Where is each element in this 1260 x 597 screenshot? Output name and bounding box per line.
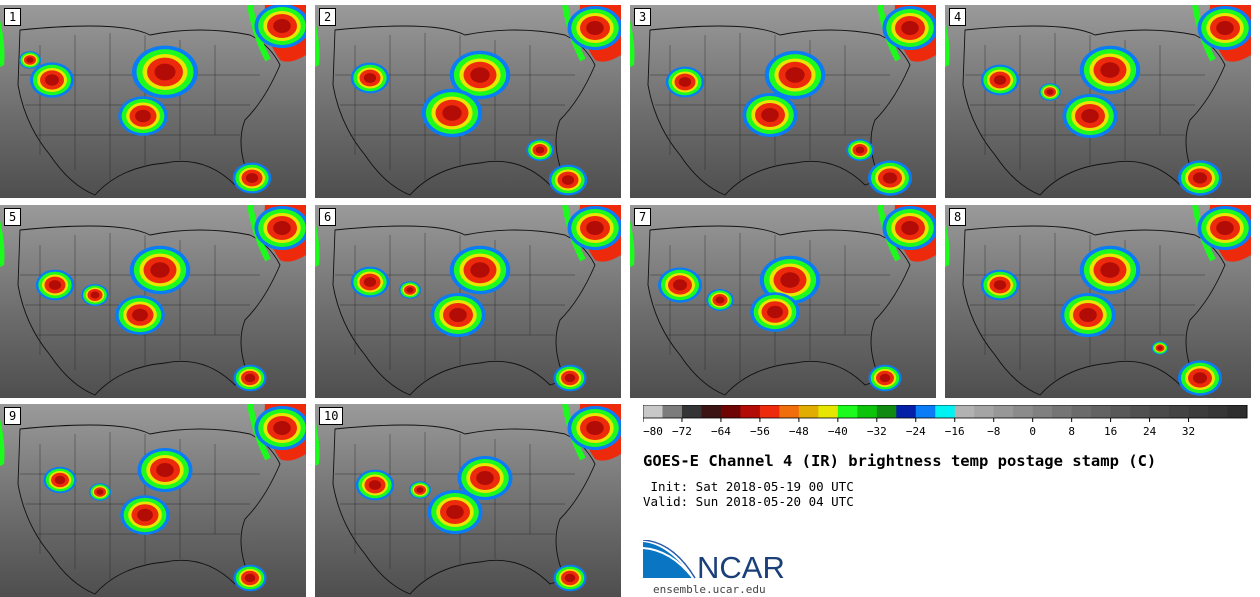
colorbar-swatch (759, 405, 780, 418)
colorbar-swatch (1227, 405, 1248, 418)
ncar-logo: NCAR (643, 540, 785, 584)
colorbar-swatch (779, 405, 800, 418)
panel-label: 1 (4, 8, 22, 26)
colorbar-swatch (954, 405, 975, 418)
map-panel-7: 7 (630, 205, 936, 398)
colorbar-swatch (993, 405, 1014, 418)
panel-label: 3 (634, 8, 652, 26)
colorbar-swatch (896, 405, 917, 418)
convection-storms (350, 6, 621, 196)
convection-storms (665, 6, 936, 196)
colorbar: −80 −72 −64 −56 −48 −40 −32 −24 −16 −8 0 8 16 24 32 (643, 405, 1248, 438)
map-panel-6: 6 (315, 205, 621, 398)
colorbar-swatch (701, 405, 722, 418)
map-panel-9: 9 (0, 404, 306, 597)
colorbar-tick-label: −8 (987, 425, 1000, 438)
convection-storms (19, 5, 306, 194)
colorbar-swatch (740, 405, 761, 418)
figure-title: GOES-E Channel 4 (IR) brightness temp po… (643, 452, 1157, 470)
panel-label: 4 (949, 8, 967, 26)
colorbar-swatch (1032, 405, 1053, 418)
colorbar-swatch (720, 405, 741, 418)
map-panel-5: 5 (0, 205, 306, 398)
colorbar-tick-label: 32 (1182, 425, 1195, 438)
colorbar-swatch (643, 405, 663, 418)
panel-label: 7 (634, 208, 652, 226)
convection-storms (980, 206, 1251, 396)
map-panel-10: 10 (315, 404, 621, 597)
logo-text: NCAR (697, 550, 785, 584)
colorbar-tick-label: −40 (828, 425, 848, 438)
colorbar-swatch (798, 405, 819, 418)
colorbar-swatch (876, 405, 897, 418)
colorbar-swatch (1110, 405, 1131, 418)
colorbar-swatch (915, 405, 936, 418)
colorbar-swatch (837, 405, 858, 418)
colorbar-swatch (662, 405, 683, 418)
colorbar-tick-label: −64 (711, 425, 731, 438)
colorbar-swatch (1188, 405, 1209, 418)
map-panel-8: 8 (945, 205, 1251, 398)
colorbar-swatch (681, 405, 702, 418)
colorbar-swatch (1091, 405, 1112, 418)
colorbar-swatch (935, 405, 956, 418)
colorbar-tick-label: 0 (1029, 425, 1036, 438)
panel-label: 8 (949, 208, 967, 226)
colorbar-tick-label: −80 (643, 425, 663, 438)
colorbar-tick-label: −48 (789, 425, 809, 438)
website-url: ensemble.ucar.edu (653, 583, 766, 596)
convection-storms (980, 6, 1251, 196)
panel-label: 9 (4, 407, 22, 425)
colorbar-tick-label: 16 (1104, 425, 1117, 438)
colorbar-tick-label: −32 (867, 425, 887, 438)
map-panel-1: 1 (0, 5, 306, 198)
panel-label: 5 (4, 208, 22, 226)
colorbar-swatch (1071, 405, 1092, 418)
convection-storms (43, 406, 306, 592)
map-panel-4: 4 (945, 5, 1251, 198)
colorbar-swatch (1149, 405, 1170, 418)
colorbar-swatch (818, 405, 839, 418)
colorbar-swatch (1169, 405, 1190, 418)
colorbar-swatch (857, 405, 878, 418)
convection-storms (35, 206, 306, 392)
colorbar-tick-label: −16 (945, 425, 965, 438)
panel-label: 2 (319, 8, 337, 26)
colorbar-swatch (1208, 405, 1229, 418)
map-panel-3: 3 (630, 5, 936, 198)
convection-storms (350, 206, 621, 392)
init-time: Init: Sat 2018-05-19 00 UTC (643, 479, 854, 494)
colorbar-swatch (1052, 405, 1073, 418)
colorbar-tick-label: −56 (750, 425, 770, 438)
map-panel-2: 2 (315, 5, 621, 198)
colorbar-tick-label: 8 (1068, 425, 1075, 438)
colorbar-swatch (974, 405, 995, 418)
colorbar-swatch (1130, 405, 1151, 418)
panel-label: 10 (319, 407, 344, 425)
colorbar-tick-label: 24 (1143, 425, 1157, 438)
valid-time: Valid: Sun 2018-05-20 04 UTC (643, 494, 854, 509)
convection-storms (658, 206, 936, 392)
colorbar-swatch (1013, 405, 1034, 418)
colorbar-tick-label: −72 (672, 425, 692, 438)
colorbar-tick-label: −24 (906, 425, 926, 438)
panel-label: 6 (319, 208, 337, 226)
convection-storms (355, 406, 621, 592)
